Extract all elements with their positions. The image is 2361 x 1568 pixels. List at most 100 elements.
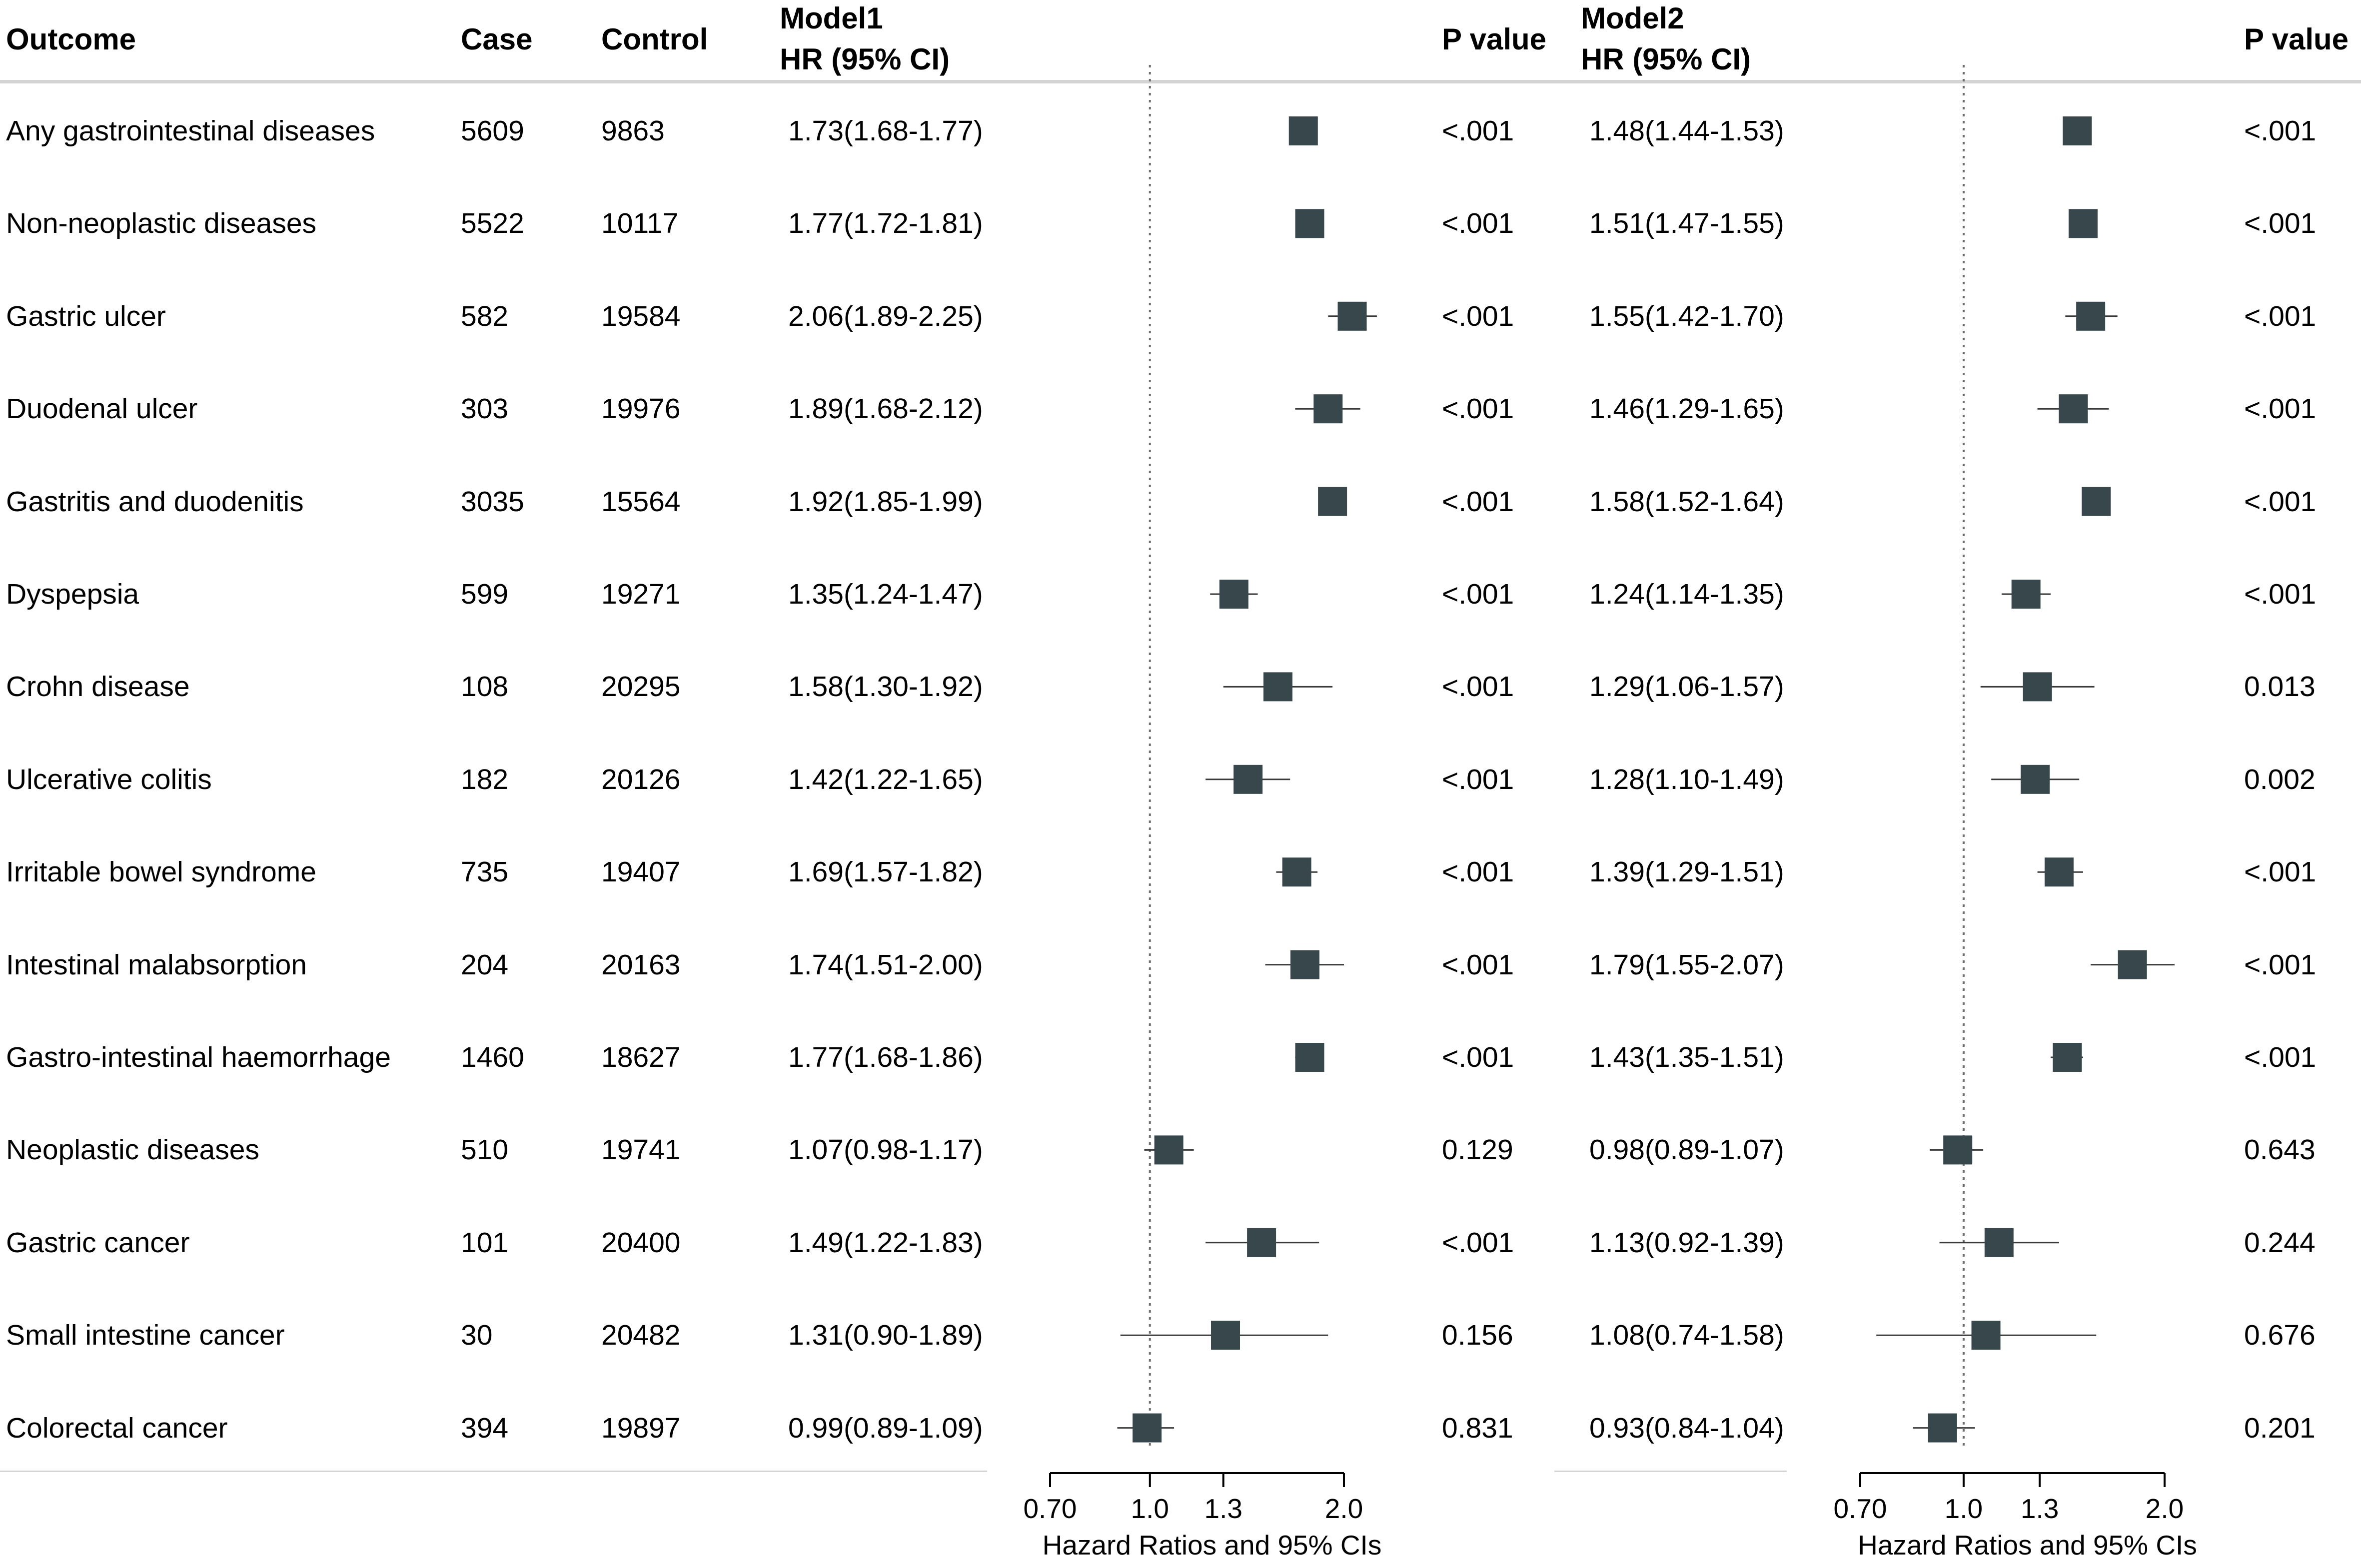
cell-p1: <.001 — [1442, 578, 1514, 610]
cell-p1: <.001 — [1442, 485, 1514, 518]
cell-p1: 0.129 — [1442, 1134, 1513, 1166]
header-model2-title: Model2 — [1581, 1, 1684, 35]
cell-m2: 1.55(1.42-1.70) — [1589, 300, 1784, 332]
cell-outcome: Colorectal cancer — [6, 1412, 228, 1444]
cell-control: 19584 — [601, 300, 681, 332]
cell-p1: <.001 — [1442, 1226, 1514, 1259]
model2-hr-marker — [1984, 1228, 2014, 1257]
cell-m1: 1.69(1.57-1.82) — [788, 856, 983, 888]
model1-hr-marker — [1219, 580, 1248, 609]
cell-m2: 0.93(0.84-1.04) — [1589, 1412, 1784, 1444]
cell-case: 1460 — [461, 1041, 524, 1073]
cell-p2: <.001 — [2244, 485, 2317, 518]
cell-p2: 0.201 — [2244, 1412, 2316, 1444]
cell-case: 204 — [461, 948, 509, 981]
model2-tick-label: 1.3 — [2021, 1493, 2059, 1524]
model2-tick-label: 2.0 — [2146, 1493, 2184, 1524]
model1-x-axis-label: Hazard Ratios and 95% CIs — [1043, 1530, 1382, 1561]
header-model2-subtitle: HR (95% CI) — [1581, 42, 1751, 76]
cell-m1: 1.74(1.51-2.00) — [788, 948, 983, 981]
model2-hr-marker — [1971, 1321, 2001, 1350]
cell-p2: <.001 — [2244, 393, 2317, 425]
cell-m1: 1.89(1.68-2.12) — [788, 393, 983, 425]
cell-p2: <.001 — [2244, 207, 2317, 240]
cell-m2: 0.98(0.89-1.07) — [1589, 1134, 1784, 1166]
cell-m2: 1.43(1.35-1.51) — [1589, 1041, 1784, 1073]
model1-hr-marker — [1133, 1413, 1162, 1443]
model1-tick-label: 2.0 — [1325, 1493, 1363, 1524]
cell-m1: 1.58(1.30-1.92) — [788, 671, 983, 703]
cell-control: 15564 — [601, 485, 681, 518]
cell-control: 9863 — [601, 115, 665, 147]
cell-p2: <.001 — [2244, 578, 2317, 610]
cell-m1: 2.06(1.89-2.25) — [788, 300, 983, 332]
cell-control: 19271 — [601, 578, 681, 610]
cell-m2: 1.79(1.55-2.07) — [1589, 948, 1784, 981]
cell-outcome: Gastritis and duodenitis — [6, 485, 304, 518]
header-pvalue-model1: P value — [1442, 22, 1547, 56]
cell-p1: <.001 — [1442, 207, 1514, 240]
cell-outcome: Gastro-intestinal haemorrhage — [6, 1041, 391, 1073]
model1-hr-marker — [1288, 116, 1318, 145]
cell-outcome: Any gastrointestinal diseases — [6, 115, 375, 147]
cell-p2: <.001 — [2244, 856, 2317, 888]
cell-outcome: Small intestine cancer — [6, 1319, 285, 1352]
cell-m1: 1.92(1.85-1.99) — [788, 485, 983, 518]
cell-m1: 1.77(1.68-1.86) — [788, 1041, 983, 1073]
cell-p2: 0.244 — [2244, 1226, 2316, 1259]
cell-p2: <.001 — [2244, 115, 2317, 147]
cell-case: 101 — [461, 1226, 509, 1259]
cell-outcome: Crohn disease — [6, 671, 190, 703]
model1-hr-marker — [1290, 950, 1319, 979]
cell-p2: 0.643 — [2244, 1134, 2316, 1166]
cell-control: 10117 — [601, 207, 679, 240]
cell-p1: <.001 — [1442, 671, 1514, 703]
cell-case: 5609 — [461, 115, 524, 147]
cell-m1: 0.99(0.89-1.09) — [788, 1412, 983, 1444]
cell-case: 582 — [461, 300, 509, 332]
model1-hr-marker — [1282, 857, 1311, 887]
cell-case: 303 — [461, 393, 509, 425]
model2-hr-marker — [2068, 209, 2098, 238]
cell-m2: 1.24(1.14-1.35) — [1589, 578, 1784, 610]
header-model1-subtitle: HR (95% CI) — [780, 42, 950, 76]
cell-outcome: Neoplastic diseases — [6, 1134, 259, 1166]
cell-p1: <.001 — [1442, 393, 1514, 425]
model2-hr-marker — [2059, 394, 2088, 424]
footer-divider-left — [0, 1471, 987, 1472]
cell-p2: 0.002 — [2244, 763, 2316, 795]
cell-m1: 1.42(1.22-1.65) — [788, 763, 983, 795]
cell-outcome: Irritable bowel syndrome — [6, 856, 316, 888]
cell-m2: 1.28(1.10-1.49) — [1589, 763, 1784, 795]
header-pvalue-model2: P value — [2244, 22, 2349, 56]
cell-p1: <.001 — [1442, 948, 1514, 981]
cell-case: 30 — [461, 1319, 493, 1352]
model1-tick-label: 1.3 — [1204, 1493, 1242, 1524]
header-control: Control — [601, 22, 708, 56]
footer-divider-right — [1554, 1471, 1787, 1472]
model1-hr-marker — [1263, 672, 1292, 702]
cell-m1: 1.77(1.72-1.81) — [788, 207, 983, 240]
cell-outcome: Dyspepsia — [6, 578, 139, 610]
header-model1-title: Model1 — [780, 1, 883, 35]
cell-control: 20163 — [601, 948, 681, 981]
model2-hr-marker — [1943, 1135, 1973, 1165]
cell-control: 19407 — [601, 856, 681, 888]
model2-hr-marker — [2118, 950, 2147, 979]
cell-outcome: Gastric cancer — [6, 1226, 190, 1259]
header-outcome: Outcome — [6, 22, 136, 56]
cell-case: 108 — [461, 671, 509, 703]
cell-m2: 1.29(1.06-1.57) — [1589, 671, 1784, 703]
header-divider — [0, 80, 2361, 83]
model1-hr-marker — [1295, 209, 1324, 238]
cell-p2: <.001 — [2244, 1041, 2317, 1073]
cell-outcome: Non-neoplastic diseases — [6, 207, 317, 240]
cell-p2: <.001 — [2244, 300, 2317, 332]
cell-case: 599 — [461, 578, 509, 610]
model2-hr-marker — [2076, 301, 2106, 331]
model2-tick-label: 0.70 — [1833, 1493, 1887, 1524]
cell-outcome: Duodenal ulcer — [6, 393, 198, 425]
cell-m2: 1.08(0.74-1.58) — [1589, 1319, 1784, 1352]
